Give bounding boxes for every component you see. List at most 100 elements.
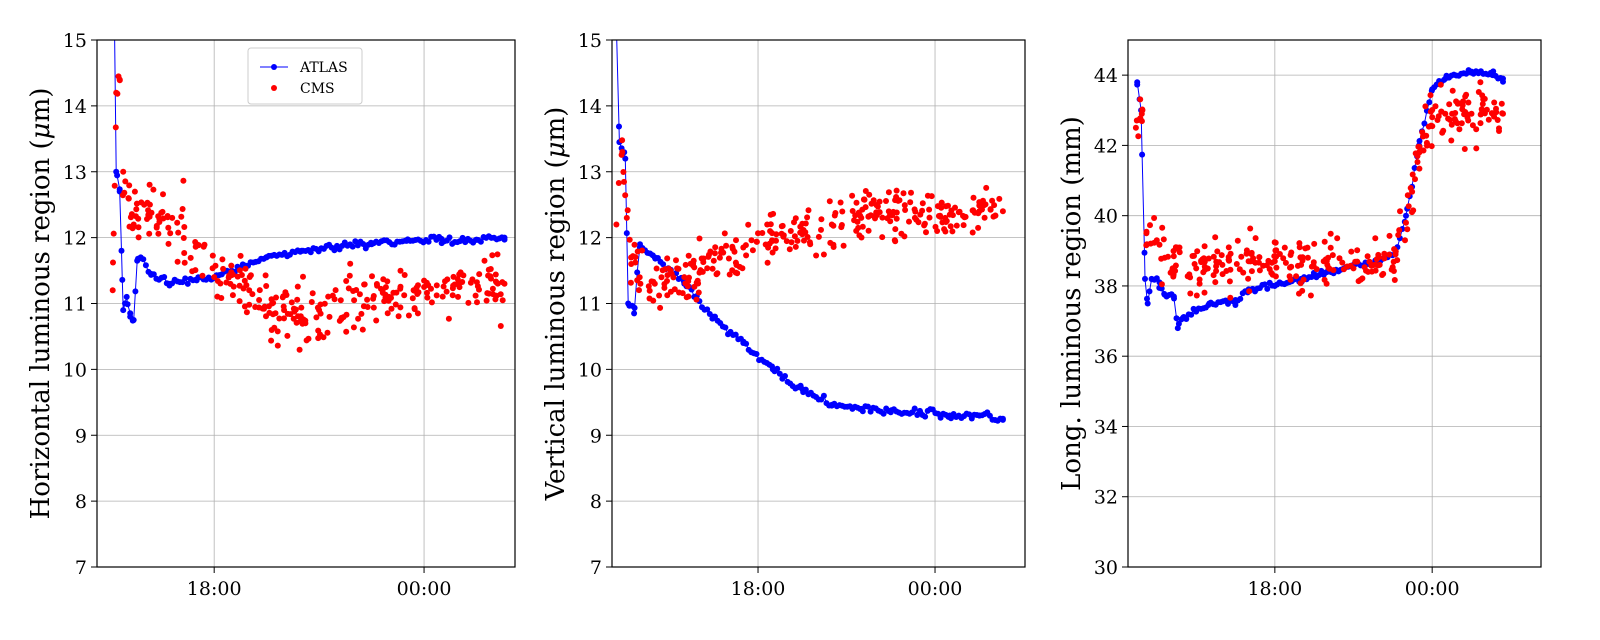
point-cms [815, 233, 822, 240]
point-cms [723, 242, 730, 249]
point-cms [181, 259, 188, 266]
point-cms [613, 221, 620, 228]
point-atlas [1264, 285, 1271, 292]
point-cms [820, 251, 827, 258]
point-cms [343, 278, 350, 284]
point-cms [685, 278, 692, 285]
point-cms [969, 229, 976, 236]
point-cms [947, 223, 954, 230]
y-tick-label: 44 [1094, 65, 1118, 87]
point-atlas [999, 415, 1006, 422]
point-atlas [704, 306, 711, 313]
point-cms [716, 254, 723, 261]
point-cms [393, 289, 400, 296]
point-cms [321, 300, 328, 307]
point-cms [1212, 279, 1219, 286]
point-cms [826, 198, 833, 205]
point-cms [1397, 208, 1403, 215]
point-cms [1376, 261, 1383, 268]
point-cms [839, 208, 846, 215]
point-cms [865, 213, 872, 220]
data-layer [1132, 67, 1506, 332]
point-cms [1151, 215, 1158, 221]
point-cms [174, 258, 181, 265]
point-atlas [130, 317, 137, 323]
point-cms [294, 296, 301, 303]
point-cms [1402, 237, 1408, 244]
point-cms [332, 287, 339, 294]
point-cms [1238, 253, 1245, 260]
point-cms [693, 296, 700, 303]
point-cms [906, 218, 912, 225]
point-cms [651, 280, 658, 287]
point-cms [1392, 251, 1399, 258]
point-atlas [660, 261, 667, 268]
point-cms [397, 267, 404, 274]
point-cms [901, 202, 908, 209]
point-cms [805, 207, 812, 214]
point-cms [1298, 261, 1305, 268]
point-cms [885, 189, 892, 196]
point-cms [1496, 125, 1502, 132]
point-cms [1227, 294, 1234, 301]
point-cms [1308, 263, 1315, 270]
point-cms [1201, 263, 1208, 270]
point-cms [401, 272, 408, 278]
point-cms [786, 246, 793, 253]
point-cms [892, 226, 899, 233]
grid-lines [97, 39, 515, 568]
point-cms [615, 180, 622, 186]
point-atlas [1183, 316, 1190, 322]
point-cms [861, 196, 868, 203]
point-atlas [477, 238, 484, 245]
y-tick-label: 13 [63, 162, 87, 184]
point-cms [1160, 236, 1167, 243]
point-cms [1302, 245, 1309, 252]
legend-label-cms: CMS [300, 81, 335, 97]
point-cms [433, 292, 440, 299]
point-cms [476, 271, 483, 278]
point-cms [818, 226, 824, 233]
point-cms [110, 259, 116, 266]
point-cms [135, 215, 142, 222]
point-cms [1288, 249, 1295, 256]
point-atlas [613, 24, 619, 30]
point-cms [1272, 273, 1279, 280]
point-cms [1304, 254, 1311, 261]
point-cms [941, 226, 948, 233]
point-atlas [859, 408, 866, 415]
point-cms [695, 289, 702, 296]
point-cms [1422, 103, 1429, 110]
point-atlas [1421, 120, 1428, 127]
point-cms [942, 214, 949, 221]
point-atlas [1146, 288, 1153, 295]
point-cms [907, 199, 914, 206]
point-cms [1446, 101, 1453, 108]
point-cms [1468, 110, 1475, 117]
y-tick-label: 38 [1094, 276, 1118, 298]
point-cms [913, 216, 920, 223]
point-cms [212, 262, 219, 269]
point-cms [325, 293, 332, 300]
point-cms [316, 307, 323, 314]
point-cms [145, 207, 152, 214]
point-cms [409, 295, 416, 302]
point-cms [1407, 185, 1414, 191]
y-tick-label: 40 [1094, 206, 1118, 228]
point-cms [1193, 292, 1200, 299]
point-cms [294, 283, 301, 290]
point-cms [807, 241, 814, 248]
point-cms [443, 288, 450, 295]
point-atlas [1134, 79, 1141, 86]
point-cms [626, 236, 633, 243]
point-cms [476, 286, 482, 293]
point-cms [1380, 270, 1387, 277]
point-cms [1381, 255, 1388, 262]
y-tick-label: 9 [590, 425, 602, 447]
point-cms [1427, 92, 1434, 99]
point-cms [359, 326, 366, 333]
point-cms [125, 195, 132, 202]
point-cms [439, 293, 446, 300]
point-atlas [613, 20, 619, 26]
point-cms [938, 204, 945, 211]
